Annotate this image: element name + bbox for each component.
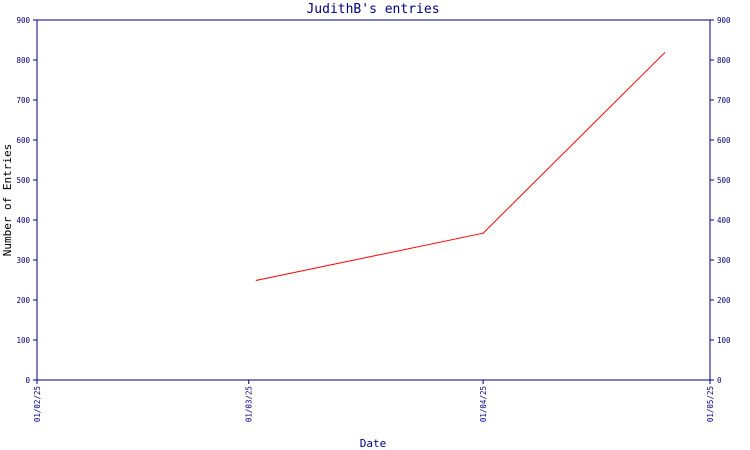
data-point <box>482 232 484 234</box>
y-tick-label-right: 300 <box>717 256 731 265</box>
y-tick-label-right: 800 <box>717 56 731 65</box>
x-axis: 01/02/25 01/03/25 01/04/25 01/05/25 <box>33 380 715 422</box>
plot-area <box>36 19 711 381</box>
y-tick-label-left: 300 <box>16 256 30 265</box>
y-tick-label-right: 0 <box>717 376 722 385</box>
y-tick-label-right: 700 <box>717 96 731 105</box>
y-axis-title: Number of Entries <box>1 144 14 257</box>
x-axis-title: Date <box>360 437 387 450</box>
y-tick-label-left: 500 <box>16 176 30 185</box>
y-tick-label-right: 400 <box>717 216 731 225</box>
data-point <box>664 52 666 54</box>
x-tick-label: 01/02/25 <box>33 386 42 422</box>
y-tick-label-right: 900 <box>717 16 731 25</box>
y-tick-label-left: 700 <box>16 96 30 105</box>
y-tick-label-right: 100 <box>717 336 731 345</box>
data-point <box>255 279 257 281</box>
y-tick-label-left: 600 <box>16 136 30 145</box>
series-layer <box>255 52 666 281</box>
x-tick-label: 01/05/25 <box>706 386 715 422</box>
y-tick-label-left: 900 <box>16 16 30 25</box>
y-tick-label-left: 0 <box>25 376 30 385</box>
y-tick-label-left: 200 <box>16 296 30 305</box>
y-tick-label-right: 200 <box>717 296 731 305</box>
right-y-axis: 0 100 200 300 400 500 600 700 800 900 <box>710 16 731 385</box>
y-tick-label-left: 100 <box>16 336 30 345</box>
x-tick-label: 01/03/25 <box>245 386 254 422</box>
y-tick-label-left: 800 <box>16 56 30 65</box>
chart-title: JudithB's entries <box>306 2 439 17</box>
x-tick-label: 01/04/25 <box>479 386 488 422</box>
y-tick-label-right: 600 <box>717 136 731 145</box>
y-tick-label-left: 400 <box>16 216 30 225</box>
left-y-axis: 0 100 200 300 400 500 600 700 800 900 <box>16 16 37 385</box>
y-tick-label-right: 500 <box>717 176 731 185</box>
